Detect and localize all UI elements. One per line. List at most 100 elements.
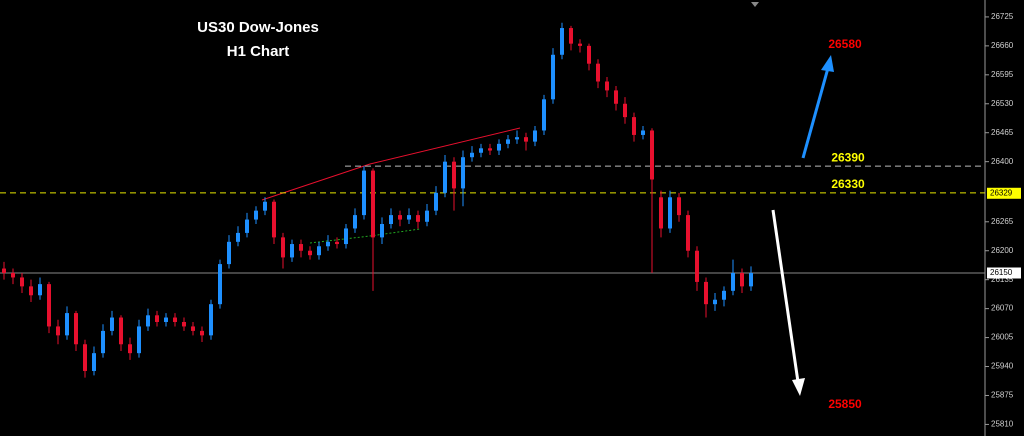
candle-body [245, 219, 249, 233]
candle-body [119, 317, 123, 345]
candle-body [92, 353, 96, 371]
candle-body [641, 130, 645, 135]
candle-body [155, 315, 159, 322]
y-tick-label: 26725 [991, 12, 1014, 21]
down-arrow-head [792, 378, 805, 396]
candle-body [632, 117, 636, 135]
candle-body [137, 326, 141, 354]
candle-body [47, 284, 51, 327]
level-label: 26330 [831, 177, 865, 191]
candle-body [164, 317, 168, 322]
candle-body [443, 161, 447, 193]
candle-body [551, 54, 555, 100]
down-arrow [771, 209, 800, 383]
candle-body [398, 215, 402, 220]
candle-body [479, 148, 483, 153]
target-label: 26580 [828, 37, 862, 51]
candle-body [281, 237, 285, 258]
y-tick-label: 25875 [991, 391, 1014, 400]
candle-body [668, 197, 672, 229]
candle-body [749, 273, 753, 287]
candle-body [704, 281, 708, 305]
candle-body [650, 130, 654, 180]
candle-body [56, 326, 60, 336]
candle-body [533, 130, 537, 142]
candle-body [596, 63, 600, 82]
candle-body [371, 170, 375, 238]
level-label: 26390 [831, 150, 865, 164]
trend-line [261, 127, 521, 201]
candle-body [524, 137, 528, 142]
y-tick-label: 26070 [991, 304, 1014, 313]
y-tick-label: 26660 [991, 41, 1014, 50]
candle-body [407, 215, 411, 220]
candle-body [128, 344, 132, 354]
candle-body [695, 250, 699, 282]
candle-body [218, 264, 222, 305]
candle-body [290, 244, 294, 258]
candle-body [560, 28, 564, 55]
candle-body [740, 273, 744, 287]
candle-body [416, 215, 420, 222]
support-line [309, 228, 421, 244]
scroll-marker [751, 2, 759, 7]
candle-body [11, 273, 15, 278]
candle-body [191, 326, 195, 331]
price-tag-label: 26150 [990, 268, 1013, 277]
candle-body [209, 304, 213, 336]
candle-body [380, 224, 384, 238]
candle-body [272, 201, 276, 238]
candle-body [227, 241, 231, 265]
up-arrow [801, 67, 830, 159]
chart-title: US30 Dow-Jones [197, 19, 319, 36]
y-tick-label: 26200 [991, 246, 1014, 255]
candle-body [434, 192, 438, 211]
candle-body [20, 277, 24, 287]
y-tick-label: 26595 [991, 70, 1014, 79]
candle-body [605, 81, 609, 91]
candle-body [542, 99, 546, 131]
candle-body [452, 161, 456, 189]
candle-body [461, 157, 465, 189]
price-tag [987, 187, 1021, 199]
candle-body [308, 250, 312, 256]
candle-body [623, 103, 627, 118]
candle-body [659, 197, 663, 229]
candle-body [200, 330, 204, 336]
candle-body [677, 197, 681, 216]
candle-body [362, 170, 366, 216]
candle-body [506, 139, 510, 144]
candle-body [389, 215, 393, 225]
candle-body [353, 215, 357, 229]
candle-body [38, 284, 42, 296]
candle-body [713, 299, 717, 305]
candle-body [488, 148, 492, 151]
candle-body [686, 215, 690, 251]
candle-body [2, 268, 6, 274]
candle-body [65, 313, 69, 336]
candle-body [515, 137, 519, 140]
candle-body [722, 290, 726, 300]
candle-body [344, 228, 348, 245]
y-tick-label: 26400 [991, 157, 1014, 166]
candle-body [569, 28, 573, 44]
candle-body [731, 273, 735, 291]
y-tick-label: 26465 [991, 128, 1014, 137]
price-tag-label: 26329 [990, 188, 1013, 197]
candle-body [335, 241, 339, 245]
candle-body [74, 313, 78, 345]
candle-body [146, 315, 150, 327]
y-tick-label: 26530 [991, 99, 1014, 108]
candle-body [173, 317, 177, 322]
candle-body [263, 201, 267, 211]
chart-subtitle: H1 Chart [227, 43, 290, 60]
candle-body [578, 43, 582, 46]
candle-body [497, 143, 501, 151]
candles [2, 22, 753, 378]
candle-body [254, 210, 258, 220]
price-tag [987, 267, 1021, 279]
y-tick-label: 25940 [991, 362, 1014, 371]
candle-body [299, 244, 303, 251]
candle-body [587, 45, 591, 64]
